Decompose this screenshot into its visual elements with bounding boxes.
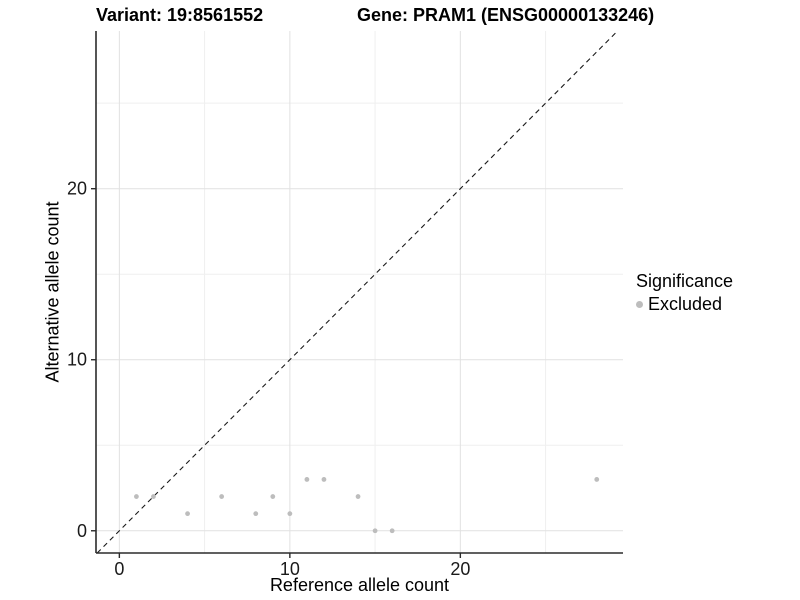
data-point <box>594 477 600 482</box>
x-tick-label: 0 <box>114 559 124 579</box>
legend-item-excluded: Excluded <box>636 294 733 315</box>
legend-item-label: Excluded <box>648 294 723 314</box>
data-point <box>321 477 327 482</box>
data-point <box>185 511 190 517</box>
y-tick-label: 0 <box>77 521 87 541</box>
y-tick-label: 20 <box>67 179 87 199</box>
data-point <box>355 494 361 499</box>
data-point <box>304 477 310 482</box>
data-point <box>151 494 156 499</box>
data-point <box>134 494 139 499</box>
legend-title: Significance <box>636 271 734 291</box>
x-tick-label: 20 <box>450 559 470 579</box>
gene-title: Gene: PRAM1 (ENSG00000133246) <box>357 5 655 25</box>
y-axis-title: Alternative allele count <box>42 201 63 383</box>
data-point <box>389 528 395 534</box>
legend: Significance Excluded <box>636 271 733 315</box>
y-tick-label: 10 <box>67 350 87 370</box>
data-point <box>219 494 225 499</box>
data-point <box>270 494 276 499</box>
legend-point-icon <box>636 301 643 308</box>
identity-line <box>96 30 618 554</box>
data-point <box>287 511 293 517</box>
variant-title: Variant: 19:8561552 <box>96 5 264 25</box>
data-point <box>253 511 259 517</box>
data-point <box>372 528 378 534</box>
x-axis-title: Reference allele count <box>269 575 450 595</box>
x-tick-label: 10 <box>280 559 300 579</box>
